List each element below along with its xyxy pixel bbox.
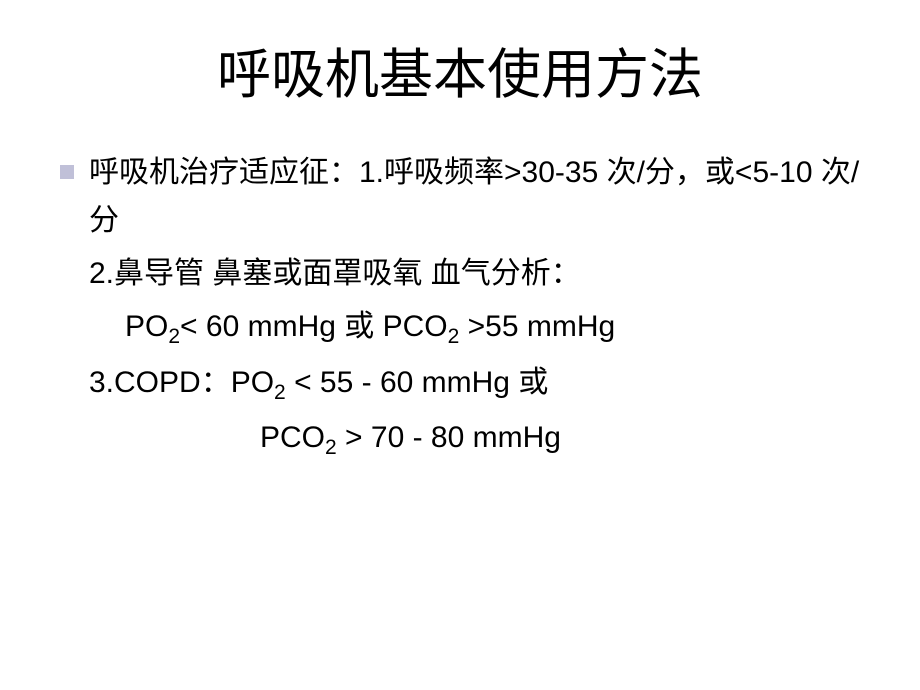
line3-mid: < 60 mmHg 或 PCO: [180, 310, 448, 343]
line1-prefix: 呼吸机治疗适应征：: [89, 156, 359, 189]
bullet-square-icon: [60, 165, 74, 179]
line4-mid: < 55 - 60 mmHg 或: [286, 366, 549, 399]
line3-po2: PO: [125, 310, 168, 343]
line4-sub1: 2: [274, 381, 286, 404]
line-2: 2.鼻导管 鼻塞或面罩吸氧 血气分析：: [89, 250, 860, 298]
slide-content: 呼吸机治疗适应征：1.呼吸频率>30-35 次/分，或<5-10 次/分 2.鼻…: [60, 149, 860, 465]
slide-title: 呼吸机基本使用方法: [60, 30, 860, 109]
slide-container: 呼吸机基本使用方法 呼吸机治疗适应征：1.呼吸频率>30-35 次/分，或<5-…: [0, 0, 920, 690]
line5-end: > 70 - 80 mmHg: [337, 421, 561, 454]
line3-sub2: 2: [448, 325, 460, 348]
line2-text: 2.鼻导管 鼻塞或面罩吸氧 血气分析：: [89, 257, 581, 290]
line-5: PCO2 > 70 - 80 mmHg: [260, 414, 860, 465]
line3-sub1: 2: [168, 325, 180, 348]
line3-end: >55 mmHg: [459, 310, 615, 343]
line5-start: PCO: [260, 421, 325, 454]
bullet-item-1: 呼吸机治疗适应征：1.呼吸频率>30-35 次/分，或<5-10 次/分: [60, 149, 860, 245]
line5-sub1: 2: [325, 436, 337, 459]
line-4: 3.COPD：PO2 < 55 - 60 mmHg 或: [89, 359, 860, 410]
line-3: PO2< 60 mmHg 或 PCO2 >55 mmHg: [125, 303, 860, 354]
line4-start: 3.COPD：PO: [89, 366, 274, 399]
bullet-text-1: 呼吸机治疗适应征：1.呼吸频率>30-35 次/分，或<5-10 次/分: [89, 149, 860, 245]
